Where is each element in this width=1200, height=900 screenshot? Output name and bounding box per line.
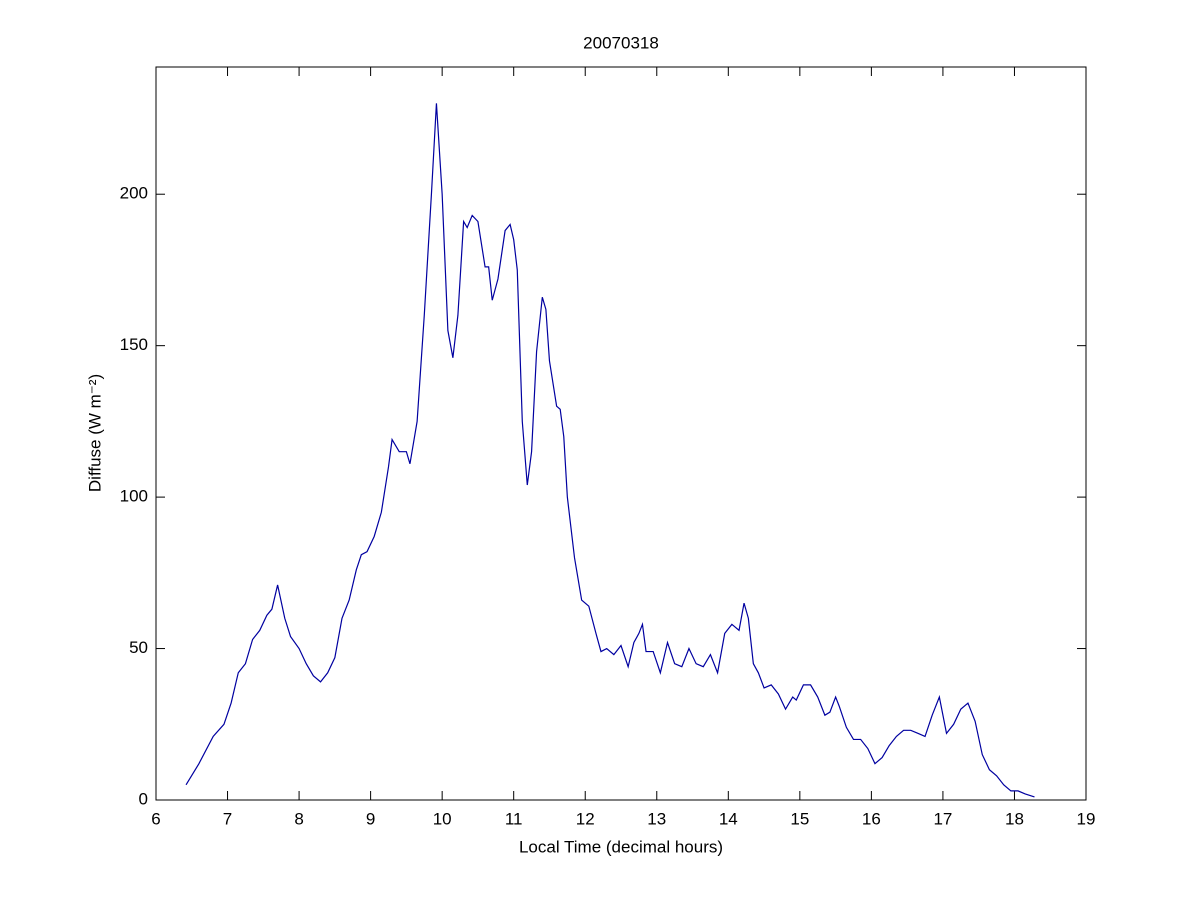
axes-box [155,66,1087,801]
y-tick-label: 0 [139,789,148,808]
x-tick-label: 19 [1077,809,1096,828]
y-tick-label: 150 [120,335,148,354]
x-tick-label: 13 [647,809,666,828]
x-tick-label: 11 [505,809,523,828]
x-tick-label: 12 [576,809,595,828]
x-tick-label: 8 [294,809,303,828]
y-tick-label: 50 [129,638,148,657]
x-tick-label: 7 [223,809,232,828]
y-tick-label: 200 [120,184,148,203]
x-tick-label: 17 [933,809,952,828]
chart-title: 20070318 [583,33,659,52]
data-line [185,103,1035,798]
x-tick-label: 9 [366,809,375,828]
y-tick-label: 100 [120,487,148,506]
x-tick-label: 6 [151,809,160,828]
x-tick-label: 10 [433,809,452,828]
x-tick-label: 14 [719,809,738,828]
x-tick-label: 15 [790,809,809,828]
x-tick-label: 18 [1005,809,1024,828]
x-tick-label: 16 [862,809,881,828]
y-axis-label: Diffuse (W m⁻²) [85,374,104,492]
x-axis-label: Local Time (decimal hours) [519,837,723,856]
